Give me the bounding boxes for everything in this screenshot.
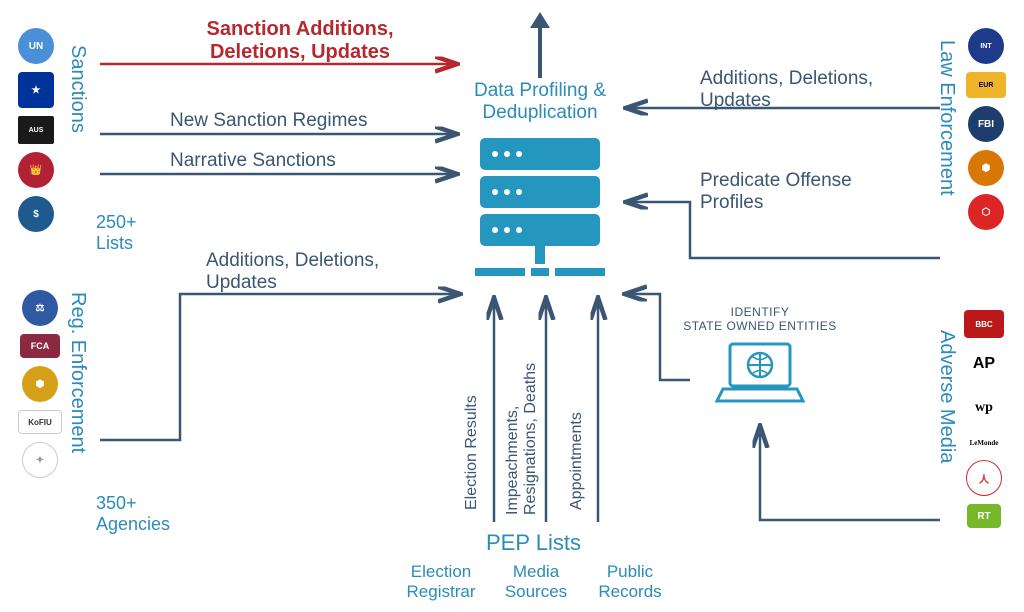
server-icon [465,128,615,288]
logo-cbi: ⬢ [968,150,1004,186]
logo-peoples: 人 [966,460,1002,496]
logo-bafin: ⬢ [22,366,58,402]
output-arrow [522,10,558,78]
pep-v3: Appointments [568,380,586,510]
sanctions-label: Sanctions [66,45,89,133]
logo-uk: 👑 [18,152,54,188]
pep-label: PEP Lists [486,530,581,556]
sanctions-red-label: Sanction Additions, Deletions, Updates [170,18,430,64]
logo-kofiu: KoFIU [18,410,62,434]
sanctions-count: 250+ Lists [96,212,156,254]
logo-europol: EUR [966,72,1006,98]
logo-sec: ⚖ [22,290,58,326]
logo-ap: AP [966,346,1002,382]
logo-lemonde: LeMonde [962,434,1006,452]
pep-v1: Election Results [463,330,481,510]
law-a2-label: Predicate Offense Profiles [700,170,920,214]
logo-bbc: BBC [964,310,1004,338]
pep-sub3: Public Records [590,562,670,602]
soe-block: IDENTIFY STATE OWNED ENTITIES [670,305,850,414]
logo-wp: wp [966,390,1002,426]
logo-un: UN [18,28,54,64]
pep-sub1: Election Registrar [396,562,486,602]
logo-fbi: FBI [968,106,1004,142]
logo-ofac: $ [18,196,54,232]
logo-rcmp: ⬡ [968,194,1004,230]
reg-enforcement-label: Reg. Enforcement [66,292,89,453]
law-enforcement-label: Law Enforcement [935,40,958,196]
logo-aus: AUS [18,116,54,144]
logo-eu: ★ [18,72,54,108]
pep-v2: Impeachments, Resignations, Deaths [504,320,544,515]
reg-arrow-label: Additions, Deletions, Updates [206,250,406,294]
adverse-media-label: Adverse Media [935,330,958,463]
laptop-icon [715,339,805,409]
logo-interpol: INT [968,28,1004,64]
center-title: Data Profiling & Deduplication [450,80,630,124]
new-regimes-label: New Sanction Regimes [170,110,367,132]
narrative-label: Narrative Sanctions [170,150,336,172]
reg-count: 350+ Agencies [96,493,186,535]
pep-sub2: Media Sources [496,562,576,602]
law-a1-label: Additions, Deletions, Updates [700,68,920,112]
soe-label1: IDENTIFY [670,305,850,319]
logo-fca: FCA [20,334,60,358]
logo-fintrac: ✦ [22,442,58,478]
logo-rt: RT [967,504,1001,528]
soe-label2: STATE OWNED ENTITIES [670,319,850,333]
